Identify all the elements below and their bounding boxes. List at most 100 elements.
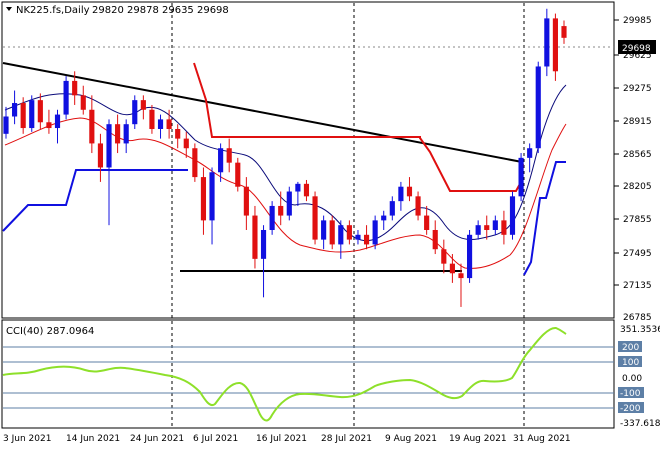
candlestick-series: [3, 8, 567, 307]
time-label: 6 Jul 2021: [193, 434, 238, 444]
bullish-candle[interactable]: [535, 66, 541, 149]
bearish-candle[interactable]: [278, 205, 284, 216]
bearish-candle[interactable]: [552, 18, 558, 72]
bearish-candle[interactable]: [166, 119, 172, 129]
bullish-candle[interactable]: [132, 100, 138, 125]
bearish-candle[interactable]: [200, 177, 207, 221]
bullish-candle[interactable]: [509, 196, 516, 235]
time-label: 3 Jun 2021: [3, 434, 51, 444]
cci-tick: -200: [620, 404, 641, 414]
bullish-candle[interactable]: [12, 103, 18, 117]
current-price-badge-text: 29698: [622, 44, 651, 54]
moving-average-slow: [4, 117, 567, 269]
bearish-candle[interactable]: [312, 196, 318, 240]
bearish-candle[interactable]: [97, 143, 104, 168]
bullish-candle[interactable]: [3, 116, 9, 134]
bullish-candle[interactable]: [286, 191, 292, 216]
channel-lower-step-line-recent: [523, 161, 566, 276]
cci-tick: -100: [620, 389, 641, 399]
bearish-candle[interactable]: [175, 129, 181, 139]
symbol-label: NK225.fs,Daily: [16, 5, 90, 16]
price-tick: 29985: [623, 16, 652, 26]
bullish-candle[interactable]: [29, 100, 35, 129]
time-label: 31 Aug 2021: [513, 434, 571, 444]
bullish-candle[interactable]: [381, 215, 387, 221]
bullish-candle[interactable]: [372, 220, 378, 245]
bearish-candle[interactable]: [235, 162, 241, 187]
bullish-candle[interactable]: [260, 229, 267, 259]
bearish-candle[interactable]: [149, 109, 155, 129]
bullish-candle[interactable]: [63, 80, 69, 115]
time-label: 24 Jun 2021: [130, 434, 184, 444]
bearish-candle[interactable]: [303, 183, 310, 197]
bullish-candle[interactable]: [157, 119, 164, 129]
bullish-candle[interactable]: [527, 148, 533, 158]
cci-panel-frame: [1, 319, 615, 429]
cci-tick: 100: [622, 358, 639, 368]
bullish-candle[interactable]: [466, 234, 473, 279]
bearish-candle[interactable]: [20, 103, 26, 129]
bearish-candle[interactable]: [243, 186, 249, 216]
bearish-candle[interactable]: [80, 95, 86, 110]
time-label: 19 Aug 2021: [449, 434, 507, 444]
bearish-candle[interactable]: [415, 196, 421, 216]
bullish-candle[interactable]: [295, 183, 301, 192]
bearish-candle[interactable]: [424, 215, 430, 230]
bearish-candle[interactable]: [561, 26, 567, 38]
bullish-candle[interactable]: [338, 225, 344, 245]
dropdown-triangle-icon[interactable]: [6, 7, 12, 11]
bearish-candle[interactable]: [458, 273, 464, 279]
price-tick: 26785: [623, 313, 652, 323]
bullish-candle[interactable]: [389, 201, 395, 216]
bearish-candle[interactable]: [329, 220, 335, 245]
price-tick: 27135: [623, 281, 652, 291]
bearish-candle[interactable]: [501, 220, 507, 235]
cci-indicator-label: CCI(40) 287.0964: [6, 326, 94, 337]
bearish-candle[interactable]: [183, 138, 189, 149]
descending-trendline[interactable]: [2, 62, 523, 163]
bullish-candle[interactable]: [544, 18, 550, 67]
bearish-candle[interactable]: [192, 148, 198, 178]
bearish-candle[interactable]: [484, 225, 490, 230]
bearish-candle[interactable]: [46, 122, 52, 129]
bearish-candle[interactable]: [140, 100, 146, 110]
bearish-candle[interactable]: [363, 234, 370, 245]
current-price-badge: [618, 40, 656, 54]
bearish-candle[interactable]: [226, 148, 232, 163]
bearish-candle[interactable]: [115, 124, 121, 144]
price-tick: 29625: [623, 51, 652, 61]
time-label: 28 Jul 2021: [321, 434, 372, 444]
bullish-candle[interactable]: [475, 225, 481, 235]
bearish-candle[interactable]: [441, 249, 447, 264]
bullish-candle[interactable]: [123, 124, 129, 144]
bearish-candle[interactable]: [252, 215, 258, 259]
bullish-candle[interactable]: [106, 124, 112, 168]
price-tick: 27855: [623, 215, 652, 225]
cci-tick: 351.3536: [620, 325, 660, 335]
cci-line: [2, 327, 567, 422]
bearish-candle[interactable]: [432, 229, 438, 250]
bearish-candle[interactable]: [346, 225, 352, 240]
bullish-candle[interactable]: [218, 148, 224, 173]
price-tick: 28565: [623, 150, 652, 160]
cci-tick: 0.00: [622, 374, 642, 384]
bullish-candle[interactable]: [54, 114, 61, 129]
bearish-candle[interactable]: [89, 109, 95, 144]
bullish-candle[interactable]: [355, 234, 361, 240]
bullish-candle[interactable]: [492, 220, 498, 230]
price-tick: 28915: [623, 117, 652, 127]
bullish-candle[interactable]: [398, 186, 404, 202]
bearish-candle[interactable]: [72, 80, 78, 96]
bullish-candle[interactable]: [269, 205, 275, 230]
bullish-candle[interactable]: [321, 220, 327, 240]
bullish-candle[interactable]: [209, 172, 215, 221]
cci-tick: 200: [622, 343, 639, 353]
time-label: 16 Jul 2021: [256, 434, 307, 444]
bearish-candle[interactable]: [37, 100, 43, 123]
price-tick: 27495: [623, 249, 652, 259]
bearish-candle[interactable]: [449, 263, 455, 274]
bearish-candle[interactable]: [406, 186, 413, 197]
bullish-candle[interactable]: [518, 157, 524, 197]
